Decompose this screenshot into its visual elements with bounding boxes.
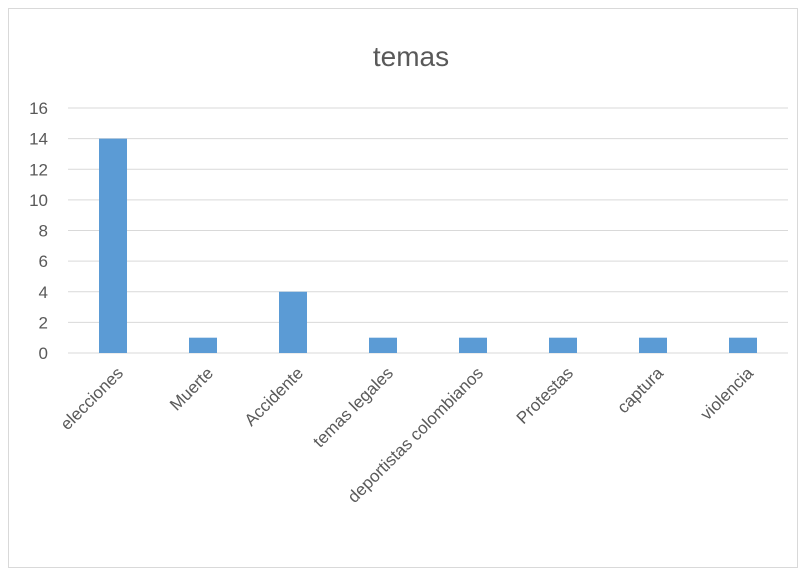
y-tick-label: 0 [39, 344, 48, 363]
chart-title: temas [373, 41, 449, 72]
x-tick-label: temas legales [309, 364, 397, 452]
x-tick-label: Accidente [241, 364, 307, 430]
y-tick-label: 12 [29, 160, 48, 179]
y-axis-ticks: 0 2 4 6 8 10 12 14 16 [29, 99, 48, 363]
y-tick-label: 2 [39, 313, 48, 332]
bar-muerte [189, 337, 217, 353]
x-tick-label: violencia [697, 363, 758, 424]
y-tick-label: 4 [39, 283, 48, 302]
y-tick-label: 16 [29, 99, 48, 118]
y-tick-label: 10 [29, 191, 48, 210]
bar-deportistas-colombianos [459, 337, 487, 353]
bar-violencia [729, 337, 757, 353]
x-tick-label: elecciones [57, 364, 127, 434]
bar-temas-legales [369, 337, 397, 353]
gridlines [68, 107, 788, 323]
chart-frame [8, 8, 798, 568]
bar-protestas [549, 337, 577, 353]
y-tick-label: 8 [39, 222, 48, 241]
y-tick-label: 6 [39, 252, 48, 271]
y-tick-label: 14 [29, 130, 48, 149]
bar-captura [639, 337, 667, 353]
x-tick-label: Protestas [513, 364, 577, 428]
bar-accidente [279, 291, 307, 353]
bar-elecciones [99, 138, 127, 353]
bars [99, 138, 757, 353]
x-tick-label: captura [613, 363, 667, 417]
x-axis-labels: elecciones Muerte Accidente temas legalesde… [57, 363, 758, 506]
x-tick-label: Muerte [166, 364, 217, 415]
